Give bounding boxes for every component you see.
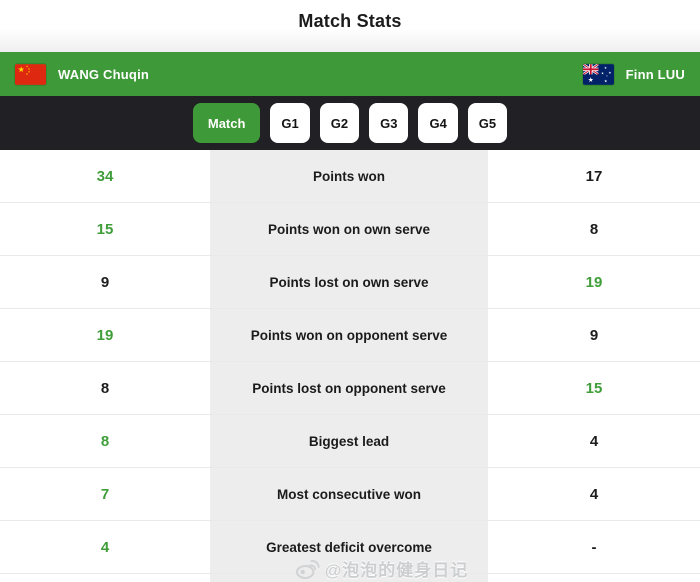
- tab-match[interactable]: Match: [192, 103, 261, 143]
- tab-g5[interactable]: G5: [467, 103, 508, 143]
- stat-label: Points won on opponent serve: [210, 309, 488, 361]
- stat-row: 8 Biggest lead 4: [0, 415, 700, 468]
- player-name-right: Finn LUU: [625, 66, 685, 82]
- stat-value-right: 15: [585, 379, 603, 397]
- stat-value-right: 8: [589, 220, 599, 238]
- stat-value-left: 19: [96, 326, 114, 344]
- tab-g2[interactable]: G2: [319, 103, 360, 143]
- stat-value-right: 9: [589, 326, 599, 344]
- tab-g3[interactable]: G3: [369, 103, 409, 143]
- stat-row: 8 Points lost on opponent serve 15: [0, 362, 700, 415]
- stat-value-right: -: [591, 538, 597, 556]
- stat-value-left: 7: [100, 485, 110, 503]
- stat-row: 4 Greatest deficit overcome -: [0, 521, 700, 574]
- australia-flag-icon: [582, 63, 614, 85]
- stat-value-left: 15: [96, 220, 114, 238]
- player-name-left: WANG Chuqin: [58, 66, 150, 82]
- game-tab-bar: Match G1 G2 G3 G4 G5: [0, 96, 700, 150]
- stat-value-left: 8: [100, 379, 110, 397]
- stat-row-partial: [0, 574, 700, 582]
- stats-table: 34 Points won 17 15 Points won on own serve 8…: [0, 150, 700, 582]
- stat-value-right: 19: [585, 273, 603, 291]
- stat-row: 15 Points won on own serve 8: [0, 203, 700, 256]
- title-bar: Match Stats: [0, 0, 700, 52]
- tab-g1[interactable]: G1: [270, 103, 310, 143]
- stat-value-right: 4: [589, 432, 599, 450]
- stat-value-left: 9: [100, 273, 110, 291]
- stat-label: Points lost on own serve: [210, 256, 488, 308]
- stat-label: Biggest lead: [210, 415, 488, 467]
- stat-label: Points won on own serve: [210, 203, 488, 255]
- stat-row: 19 Points won on opponent serve 9: [0, 309, 700, 362]
- stat-value-right: 17: [585, 167, 603, 185]
- stat-value-right: [488, 574, 700, 582]
- stat-value-left: [0, 574, 210, 582]
- china-flag-icon: [15, 63, 46, 85]
- stat-value-left: 4: [100, 538, 110, 556]
- player-bar: WANG Chuqin: [0, 52, 700, 96]
- stat-value-right: 4: [589, 485, 599, 503]
- stat-label: Points won: [210, 150, 488, 202]
- stat-value-left: 8: [100, 432, 110, 450]
- tab-g4[interactable]: G4: [418, 103, 458, 143]
- stat-label: [210, 574, 488, 582]
- stat-label: Greatest deficit overcome: [210, 521, 488, 573]
- stat-row: 34 Points won 17: [0, 150, 700, 203]
- stat-label: Most consecutive won: [210, 468, 488, 520]
- stat-label: Points lost on opponent serve: [210, 362, 488, 414]
- stat-value-left: 34: [96, 167, 114, 185]
- stat-row: 7 Most consecutive won 4: [0, 468, 700, 521]
- player-left: WANG Chuqin: [15, 63, 150, 85]
- page-title: Match Stats: [298, 10, 402, 31]
- stat-row: 9 Points lost on own serve 19: [0, 256, 700, 309]
- player-right: Finn LUU: [582, 63, 685, 85]
